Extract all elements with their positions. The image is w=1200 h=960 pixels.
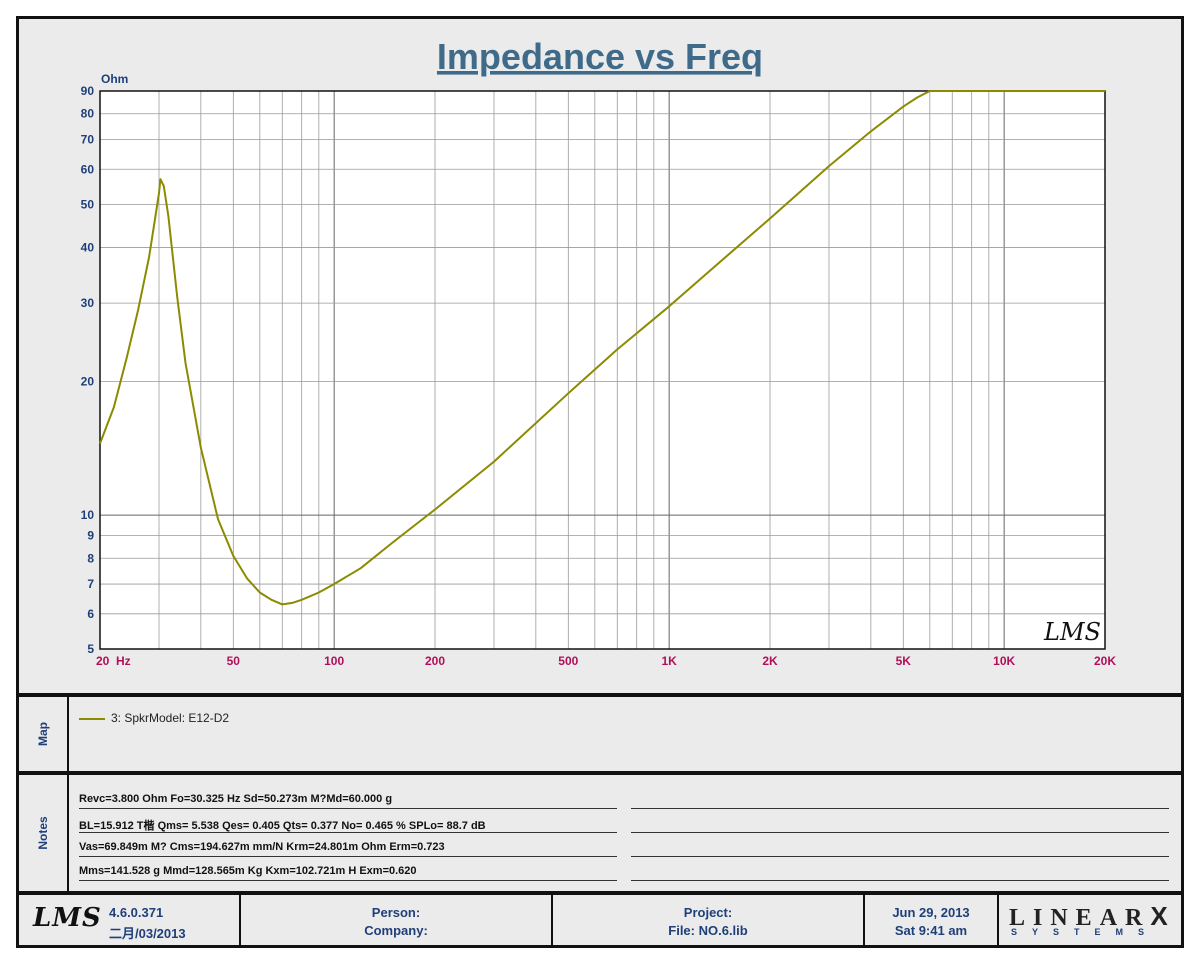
x-tick-label: 5K — [896, 654, 912, 668]
x-tick-label: 100 — [324, 654, 344, 668]
footer-date-cell: Jun 29, 2013 Sat 9:41 am — [865, 895, 999, 945]
map-panel: Map 3: SpkrModel: E12-D2 — [19, 697, 1181, 771]
y-tick-label: 20 — [81, 374, 95, 388]
map-side-label: Map — [19, 697, 69, 771]
build-date-text: 二月/03/2013 — [109, 926, 186, 941]
x-tick-label: 20K — [1094, 654, 1116, 668]
y-tick-label: 9 — [87, 529, 94, 543]
x-tick-label: 2K — [762, 654, 778, 668]
time-text: Sat 9:41 am — [894, 923, 968, 938]
footer-project-cell: Project: File: NO.6.lib — [553, 895, 865, 945]
impedance-chart: Impedance vs Freq Ohm Hz 5 6 7 8 9 10 20 30 40 50… — [81, 36, 1117, 668]
company-label: Company: — [364, 923, 428, 938]
x-tick-label: 50 — [227, 654, 241, 668]
linearx-logo: LINEARX SYSTEMS — [999, 895, 1181, 945]
series-layer — [99, 90, 1105, 606]
y-tick-label: 70 — [81, 133, 95, 147]
x-tick-label: 20 — [96, 654, 110, 668]
y-tick-label: 60 — [81, 162, 95, 176]
x-axis-unit-label: Hz — [116, 654, 131, 668]
chart-title: Impedance vs Freq — [437, 36, 763, 77]
x-tick-label: 10K — [993, 654, 1015, 668]
note-blank — [631, 841, 1169, 857]
plot-area — [100, 91, 1105, 649]
footer: LMS 4.6.0.371 二月/03/2013 Person: Company… — [19, 895, 1181, 945]
date-text: Jun 29, 2013 — [892, 905, 970, 920]
project-label: Project: — [683, 905, 733, 920]
y-tick-label: 10 — [81, 508, 95, 522]
footer-person-cell: Person: Company: — [241, 895, 553, 945]
person-label: Person: — [371, 905, 421, 920]
note-text: Mms=141.528 g Mmd=128.565m Kg Kxm=102.72… — [79, 865, 617, 881]
note-text: Revc=3.800 Ohm Fo=30.325 Hz Sd=50.273m M… — [79, 793, 617, 809]
note-blank — [631, 793, 1169, 809]
note-text: Vas=69.849m M? Cms=194.627m mm/N Krm=24.… — [79, 841, 617, 857]
y-axis-unit-label: Ohm — [101, 72, 128, 86]
y-tick-label: 50 — [81, 197, 95, 211]
y-tick-label: 30 — [81, 296, 95, 310]
note-blank — [631, 865, 1169, 881]
legend-label: 3: SpkrModel: E12-D2 — [111, 711, 230, 725]
legend-item[interactable]: 3: SpkrModel: E12-D2 — [79, 711, 229, 725]
notes-side-label: Notes — [19, 775, 69, 891]
axis-tick-labels: 5 6 7 8 9 10 20 30 40 50 60 70 80 90 20 50 100 200 500 1K 2K… — [81, 84, 1117, 668]
note-blank — [631, 817, 1169, 833]
y-tick-label: 40 — [81, 241, 95, 255]
grid-layer — [99, 90, 1106, 650]
brand-main: LINEAR — [1009, 905, 1151, 931]
separator — [19, 771, 1181, 775]
separator — [19, 693, 1181, 697]
y-tick-label: 7 — [87, 577, 94, 591]
report-frame: Impedance vs Freq Ohm Hz 5 6 7 8 9 10 20 30 40 50… — [16, 16, 1184, 948]
notes-panel: Notes Revc=3.800 Ohm Fo=30.325 Hz Sd=50.… — [19, 775, 1181, 891]
file-label: File: NO.6.lib — [668, 923, 748, 938]
lms-watermark: LMS — [1043, 618, 1101, 646]
legend-line-swatch — [79, 717, 105, 720]
y-tick-label: 90 — [81, 84, 95, 98]
footer-version-cell: LMS 4.6.0.371 二月/03/2013 — [19, 895, 241, 945]
y-tick-label: 6 — [87, 607, 94, 621]
chart-panel: Impedance vs Freq Ohm Hz 5 6 7 8 9 10 20 30 40 50… — [19, 19, 1181, 693]
brand-x: X — [1150, 901, 1176, 931]
brand-sub: SYSTEMS — [1011, 927, 1160, 937]
version-text: 4.6.0.371 — [109, 905, 164, 920]
x-tick-label: 200 — [425, 654, 445, 668]
y-tick-label: 80 — [81, 107, 95, 121]
plot-border — [99, 90, 1106, 650]
y-tick-label: 5 — [87, 642, 94, 656]
separator — [19, 891, 1181, 895]
x-tick-label: 1K — [661, 654, 677, 668]
y-tick-label: 8 — [87, 551, 94, 565]
x-tick-label: 500 — [558, 654, 578, 668]
note-text: BL=15.912 T楷 Qms= 5.538 Qes= 0.405 Qts= … — [79, 817, 617, 833]
lms-logo: LMS — [33, 903, 102, 933]
impedance-series-line — [99, 90, 1105, 606]
